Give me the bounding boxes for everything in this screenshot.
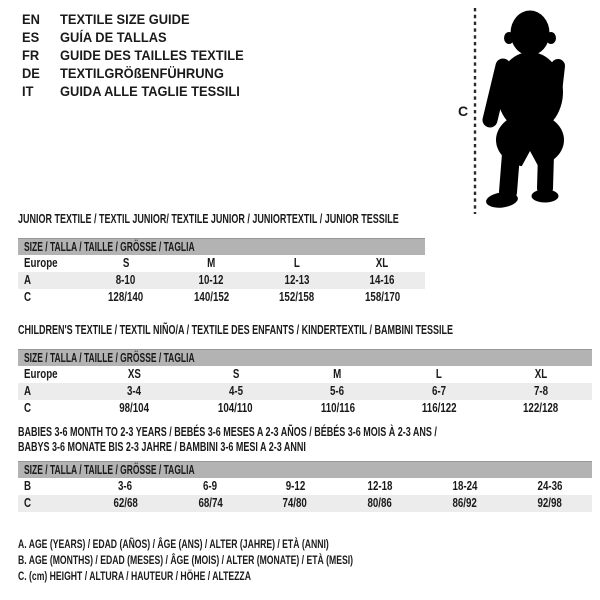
babies-section-title: BABIES 3-6 MONTH TO 2-3 YEARS / BEBÉS 3-…	[18, 425, 437, 454]
table-row: Europe S M L XL	[18, 255, 425, 272]
babies-size-table: SIZE / TALLA / TAILLE / GRÖSSE / TAGLIA …	[18, 461, 592, 512]
table-cell: 152/158	[279, 290, 315, 304]
lang-label: TEXTILGRÖßENFÜHRUNG	[60, 65, 224, 81]
row-label: B	[24, 479, 32, 493]
row-label: Europe	[24, 256, 58, 270]
lang-code: EN	[22, 11, 40, 27]
table-cell: S	[232, 367, 239, 381]
table-cell: 104/110	[218, 401, 254, 415]
row-label: C	[24, 290, 32, 304]
table-cell: 9-12	[285, 479, 305, 493]
language-title-list: EN TEXTILE SIZE GUIDE ES GUÍA DE TALLAS …	[22, 10, 260, 100]
table-row: A 8-10 10-12 12-13 14-16	[18, 272, 425, 289]
table-cell: 12-18	[367, 479, 393, 493]
table-cell: 68/74	[198, 496, 223, 510]
table-cell: S	[122, 256, 130, 270]
table-row: A 3-4 4-5 5-6 6-7 7-8	[18, 383, 592, 400]
lang-code: ES	[22, 29, 40, 45]
size-header-bar: SIZE / TALLA / TAILLE / GRÖSSE / TAGLIA	[18, 238, 425, 255]
measure-label-c: C	[458, 103, 469, 119]
table-cell: 122/128	[523, 401, 559, 415]
table-cell: 80/86	[367, 496, 393, 510]
row-label: C	[24, 401, 32, 415]
table-cell: XS	[127, 367, 141, 381]
table-cell: 98/104	[118, 401, 149, 415]
table-cell: 74/80	[282, 496, 308, 510]
table-cell: M	[333, 367, 342, 381]
baby-figure: C	[450, 2, 600, 232]
row-label: A	[24, 384, 32, 398]
table-cell: 10-12	[198, 273, 224, 287]
table-row: C 98/104 104/110 110/116 116/122 122/128	[18, 400, 592, 417]
table-row: C 128/140 140/152 152/158 158/170	[18, 289, 425, 306]
footnote-c: C. (cm) HEIGHT / ALTURA / HAUTEUR / HÖHE…	[18, 569, 251, 583]
size-header-bar: SIZE / TALLA / TAILLE / GRÖSSE / TAGLIA	[18, 461, 592, 478]
table-cell: 14-16	[369, 273, 395, 287]
footnote-b: B. AGE (MONTHS) / EDAD (MESES) / ÂGE (MO…	[18, 553, 354, 567]
table-cell: 158/170	[364, 290, 400, 304]
table-cell: L	[436, 367, 443, 381]
table-cell: M	[207, 256, 216, 270]
table-cell: L	[293, 256, 300, 270]
table-cell: 128/140	[108, 290, 144, 304]
row-label: A	[24, 273, 32, 287]
table-cell: 110/116	[320, 401, 355, 415]
table-body: B 3-6 6-9 9-12 12-18 18-24 24-36 C 62/68 68/74 74/…	[18, 478, 592, 512]
size-header-bar: SIZE / TALLA / TAILLE / GRÖSSE / TAGLIA	[18, 349, 592, 366]
lang-label: GUIDA ALLE TAGLIE TESSILI	[60, 83, 240, 99]
row-label: C	[24, 496, 32, 510]
table-cell: 5-6	[330, 384, 345, 398]
lang-row-fr: FR GUIDE DES TAILLES TEXTILE	[22, 46, 260, 64]
baby-silhouette	[482, 10, 565, 208]
lang-row-it: IT GUIDA ALLE TAGLIE TESSILI	[22, 82, 260, 100]
row-label: Europe	[24, 367, 58, 381]
lang-code: DE	[22, 65, 40, 81]
lang-row-en: EN TEXTILE SIZE GUIDE	[22, 10, 260, 28]
table-cell: 24-36	[537, 479, 563, 493]
lang-label: GUÍA DE TALLAS	[60, 29, 167, 45]
lang-code: IT	[22, 83, 34, 99]
footnote-a: A. AGE (YEARS) / EDAD (AÑOS) / ÂGE (ANS)…	[18, 537, 329, 551]
table-cell: 116/122	[421, 401, 457, 415]
table-body: Europe S M L XL A 8-10 10-12 12-13 14-16 C 128/140 1…	[18, 255, 425, 306]
table-cell: 12-13	[284, 273, 310, 287]
table-cell: 4-5	[228, 384, 243, 398]
lang-label: TEXTILE SIZE GUIDE	[60, 11, 190, 27]
table-cell: 62/68	[113, 496, 138, 510]
table-row: C 62/68 68/74 74/80 80/86 86/92 92/98	[18, 495, 592, 512]
table-cell: 6-9	[203, 479, 218, 493]
table-cell: 86/92	[452, 496, 477, 510]
baby-silhouette-icon	[473, 8, 565, 214]
lang-label: GUIDE DES TAILLES TEXTILE	[60, 47, 244, 63]
junior-section-title: JUNIOR TEXTILE / TEXTIL JUNIOR/ TEXTILE …	[18, 212, 399, 226]
table-cell: 6-7	[432, 384, 447, 398]
table-cell: 140/152	[193, 290, 229, 304]
lang-code: FR	[22, 47, 40, 63]
table-cell: 3-4	[126, 384, 141, 398]
table-cell: 8-10	[115, 273, 136, 287]
lang-row-de: DE TEXTILGRÖßENFÜHRUNG	[22, 64, 260, 82]
table-cell: 3-6	[118, 479, 133, 493]
footnote-legend: A. AGE (YEARS) / EDAD (AÑOS) / ÂGE (ANS)…	[18, 536, 483, 584]
children-size-table: SIZE / TALLA / TAILLE / GRÖSSE / TAGLIA …	[18, 349, 592, 417]
table-body: Europe XS S M L XL A 3-4 4-5 5-6 6-7 7-8 C 98/104 104/…	[18, 366, 592, 417]
table-cell: 7-8	[534, 384, 549, 398]
table-cell: XL	[376, 256, 389, 270]
table-row: Europe XS S M L XL	[18, 366, 592, 383]
lang-row-es: ES GUÍA DE TALLAS	[22, 28, 260, 46]
children-section-title: CHILDREN'S TEXTILE / TEXTIL NIÑO/A / TEX…	[18, 323, 454, 337]
table-cell: 92/98	[537, 496, 562, 510]
table-row: B 3-6 6-9 9-12 12-18 18-24 24-36	[18, 478, 592, 495]
table-cell: 18-24	[452, 479, 478, 493]
junior-size-table: SIZE / TALLA / TAILLE / GRÖSSE / TAGLIA …	[18, 238, 425, 306]
table-cell: XL	[534, 367, 548, 381]
